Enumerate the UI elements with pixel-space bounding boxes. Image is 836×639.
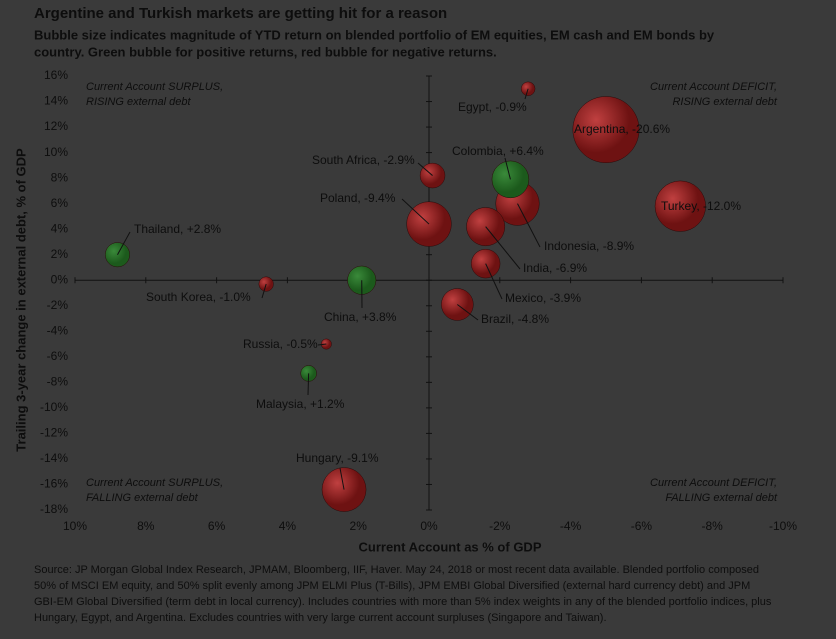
- leader-line: [504, 157, 511, 180]
- y-tick-label: -8%: [47, 375, 69, 389]
- quadrant-label: RISING external debt: [86, 96, 191, 108]
- y-tick-label: 10%: [44, 145, 68, 159]
- bubble-label: Mexico, -3.9%: [505, 291, 581, 305]
- bubble-label: India, -6.9%: [523, 261, 587, 275]
- x-axis-title: Current Account as % of GDP: [359, 539, 542, 554]
- y-tick-label: 6%: [51, 196, 69, 210]
- source: GBI-EM Global Diversified (term debt in …: [34, 596, 772, 608]
- bubble-label: Malaysia, +1.2%: [256, 397, 345, 411]
- quadrant-label: FALLING external debt: [665, 492, 778, 504]
- y-tick-label: -4%: [47, 323, 69, 337]
- y-tick-label: 4%: [51, 221, 69, 235]
- bubble-label: Turkey, -12.0%: [661, 199, 741, 213]
- y-tick-label: 2%: [51, 247, 69, 261]
- leader-line: [517, 203, 541, 248]
- leader-line: [317, 343, 327, 346]
- x-tick-label: -2%: [489, 519, 511, 533]
- y-tick-label: -12%: [40, 426, 68, 440]
- x-tick-label: 2%: [350, 519, 368, 533]
- bubble-label: Egypt, -0.9%: [458, 100, 527, 114]
- y-tick-label: 14%: [44, 94, 68, 108]
- subtitle: Bubble size indicates magnitude of YTD r…: [34, 27, 715, 42]
- quadrant-label: Current Account DEFICIT,: [650, 477, 777, 489]
- leader-line: [417, 162, 433, 176]
- quadrant-label: Current Account SURPLUS,: [86, 81, 223, 93]
- bubble-label: China, +3.8%: [324, 310, 397, 324]
- x-tick-label: 8%: [137, 519, 155, 533]
- y-tick-label: -10%: [40, 400, 68, 414]
- source: Source: JP Morgan Global Index Research,…: [34, 564, 759, 576]
- bubble: [654, 180, 706, 232]
- bubble-label: Hungary, -9.1%: [296, 451, 379, 465]
- chart-title: Argentine and Turkish markets are gettin…: [34, 5, 447, 22]
- bubble: [258, 276, 274, 292]
- y-tick-label: -16%: [40, 477, 68, 491]
- leader-line: [261, 283, 267, 299]
- leader-line: [524, 88, 529, 100]
- subtitle: country. Green bubble for positive retur…: [34, 44, 497, 59]
- bubble-label: Russia, -0.5%: [243, 337, 318, 351]
- x-tick-label: -4%: [560, 519, 582, 533]
- leader-line: [401, 198, 430, 225]
- leader-line: [457, 304, 479, 321]
- y-tick-label: 8%: [51, 170, 69, 184]
- leader-line: [339, 467, 345, 490]
- y-tick-label: -6%: [47, 349, 69, 363]
- bubble-label: South Africa, -2.9%: [312, 153, 415, 167]
- quadrant-label: RISING external debt: [672, 96, 777, 108]
- bubble-label: Brazil, -4.8%: [481, 312, 549, 326]
- quadrant-label: Current Account DEFICIT,: [650, 81, 777, 93]
- leader-line: [307, 373, 310, 396]
- leader-line: [485, 226, 521, 270]
- bubble: [572, 96, 640, 163]
- x-tick-label: -8%: [702, 519, 724, 533]
- leader-line: [485, 263, 503, 300]
- quadrant-label: FALLING external debt: [86, 492, 199, 504]
- source: Hungary, Egypt, and Argentina. Excludes …: [34, 612, 607, 624]
- bubble-label: Thailand, +2.8%: [134, 222, 221, 236]
- y-tick-label: -18%: [40, 502, 68, 516]
- source: 50% of MSCI EM equity, and 50% split eve…: [34, 580, 750, 592]
- x-tick-label: -10%: [769, 519, 797, 533]
- bubble-label: Argentina, -20.6%: [574, 122, 670, 136]
- y-tick-label: 12%: [44, 119, 68, 133]
- x-tick-label: 10%: [63, 519, 87, 533]
- y-tick-label: 16%: [44, 68, 68, 82]
- x-tick-label: -6%: [631, 519, 653, 533]
- x-tick-label: 6%: [208, 519, 226, 533]
- bubble-label: Poland, -9.4%: [320, 191, 396, 205]
- x-tick-label: 4%: [279, 519, 297, 533]
- x-tick-label: 0%: [420, 519, 438, 533]
- quadrant-label: Current Account SURPLUS,: [86, 477, 223, 489]
- y-axis-title: Trailing 3-year change in external debt,…: [13, 148, 28, 452]
- leader-line: [117, 231, 131, 255]
- bubble-label: Indonesia, -8.9%: [544, 239, 634, 253]
- y-tick-label: -14%: [40, 451, 68, 465]
- y-tick-label: 0%: [51, 272, 69, 286]
- bubble-label: South Korea, -1.0%: [146, 290, 251, 304]
- bubble-label: Colombia, +6.4%: [452, 144, 544, 158]
- y-tick-label: -2%: [47, 298, 69, 312]
